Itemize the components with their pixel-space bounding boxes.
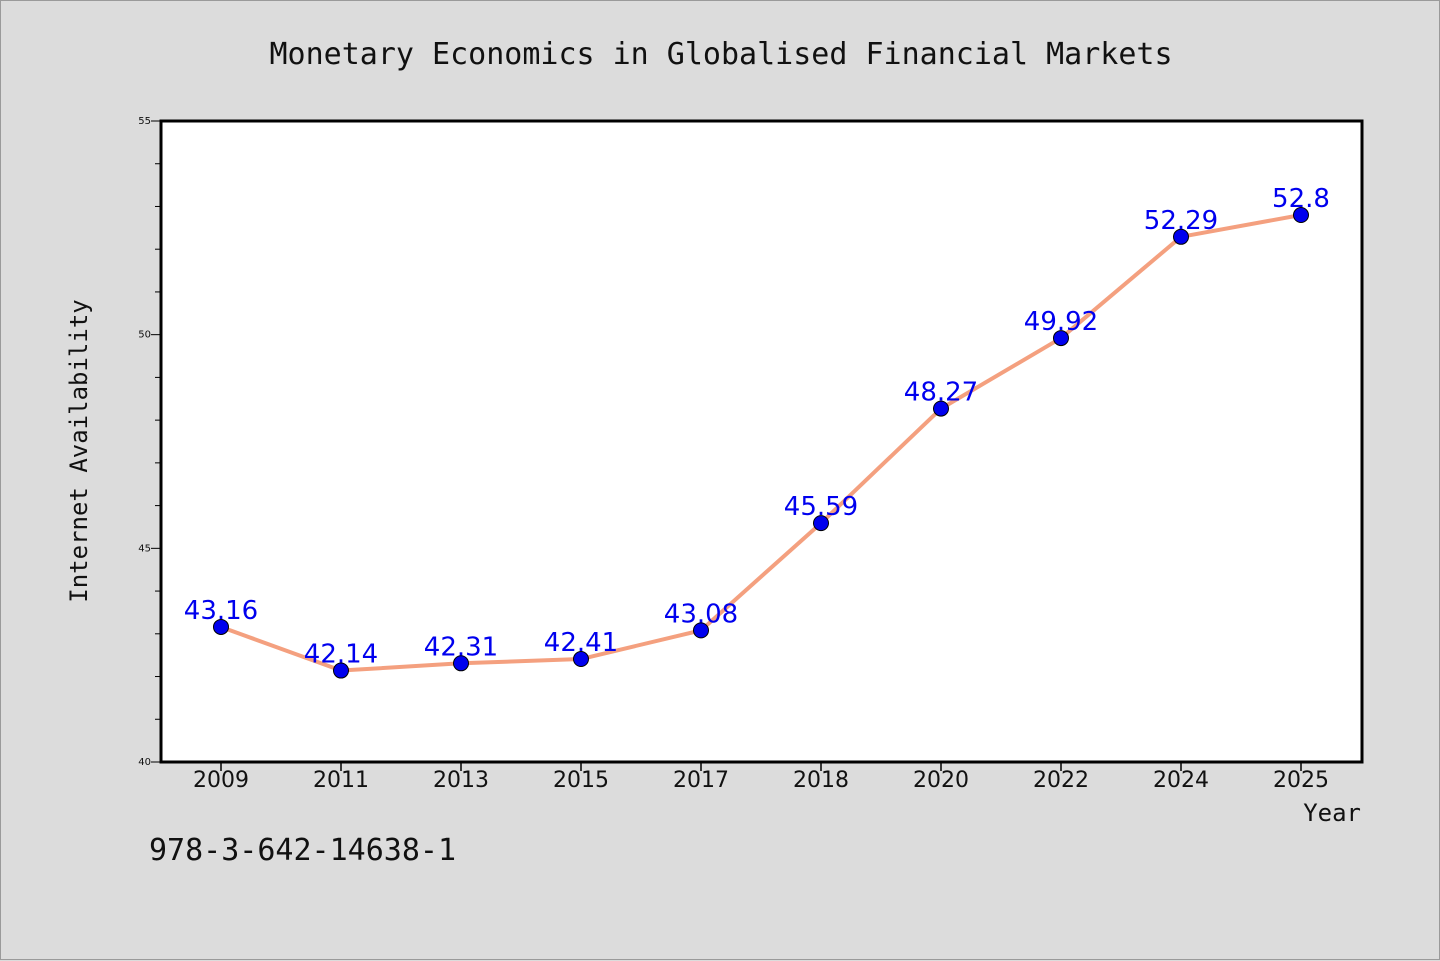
data-point [813, 515, 829, 532]
data-point [213, 618, 229, 635]
y-axis-label: Internet Availability [65, 299, 93, 602]
data-label: 45.59 [784, 492, 858, 522]
y-axis: 40 45 50 55 [138, 116, 161, 768]
data-point [933, 400, 949, 417]
x-tick-label: 2013 [433, 768, 489, 793]
y-tick-label: 50 [138, 330, 151, 341]
x-tick-label: 2011 [313, 768, 369, 793]
x-tick-label: 2017 [673, 768, 729, 793]
x-tick-label: 2022 [1033, 768, 1089, 793]
data-label: 52.29 [1144, 206, 1218, 236]
x-tick-label: 2024 [1153, 768, 1209, 793]
series-markers [213, 207, 1309, 679]
data-point [453, 655, 469, 672]
x-tick-label: 2009 [193, 768, 249, 793]
x-axis: 2009 2011 2013 2015 2017 2018 2020 2022 2024 2025 [193, 762, 1329, 793]
data-label: 48.27 [904, 378, 978, 408]
x-tick-label: 2020 [913, 768, 969, 793]
data-label: 43.08 [664, 599, 738, 629]
data-labels: 43.16 42.14 42.31 42.41 43.08 45.59 48.27 49.92… [184, 184, 1330, 670]
y-tick-label: 55 [138, 116, 151, 127]
plot-area [159, 119, 1364, 764]
data-point [1173, 228, 1189, 245]
data-point [693, 622, 709, 639]
x-tick-label: 2018 [793, 768, 849, 793]
series-line [220, 213, 1302, 673]
data-label: 52.8 [1272, 184, 1330, 214]
data-label: 42.31 [424, 632, 498, 662]
data-label: 49.92 [1024, 307, 1098, 337]
data-label: 42.41 [544, 628, 618, 658]
chart-title: Monetary Economics in Globalised Financi… [269, 37, 1172, 72]
data-point [333, 662, 349, 679]
isbn-text: 978-3-642-14638-1 [149, 833, 457, 868]
x-axis-label: Year [1303, 799, 1361, 827]
data-label: 43.16 [184, 596, 258, 626]
data-point [573, 651, 589, 668]
data-point [1053, 330, 1069, 347]
y-tick-label: 45 [138, 543, 151, 554]
x-tick-label: 2025 [1273, 768, 1329, 793]
x-tick-label: 2015 [553, 768, 609, 793]
y-tick-label: 40 [138, 757, 151, 768]
data-label: 42.14 [304, 640, 378, 670]
data-point [1293, 207, 1309, 224]
